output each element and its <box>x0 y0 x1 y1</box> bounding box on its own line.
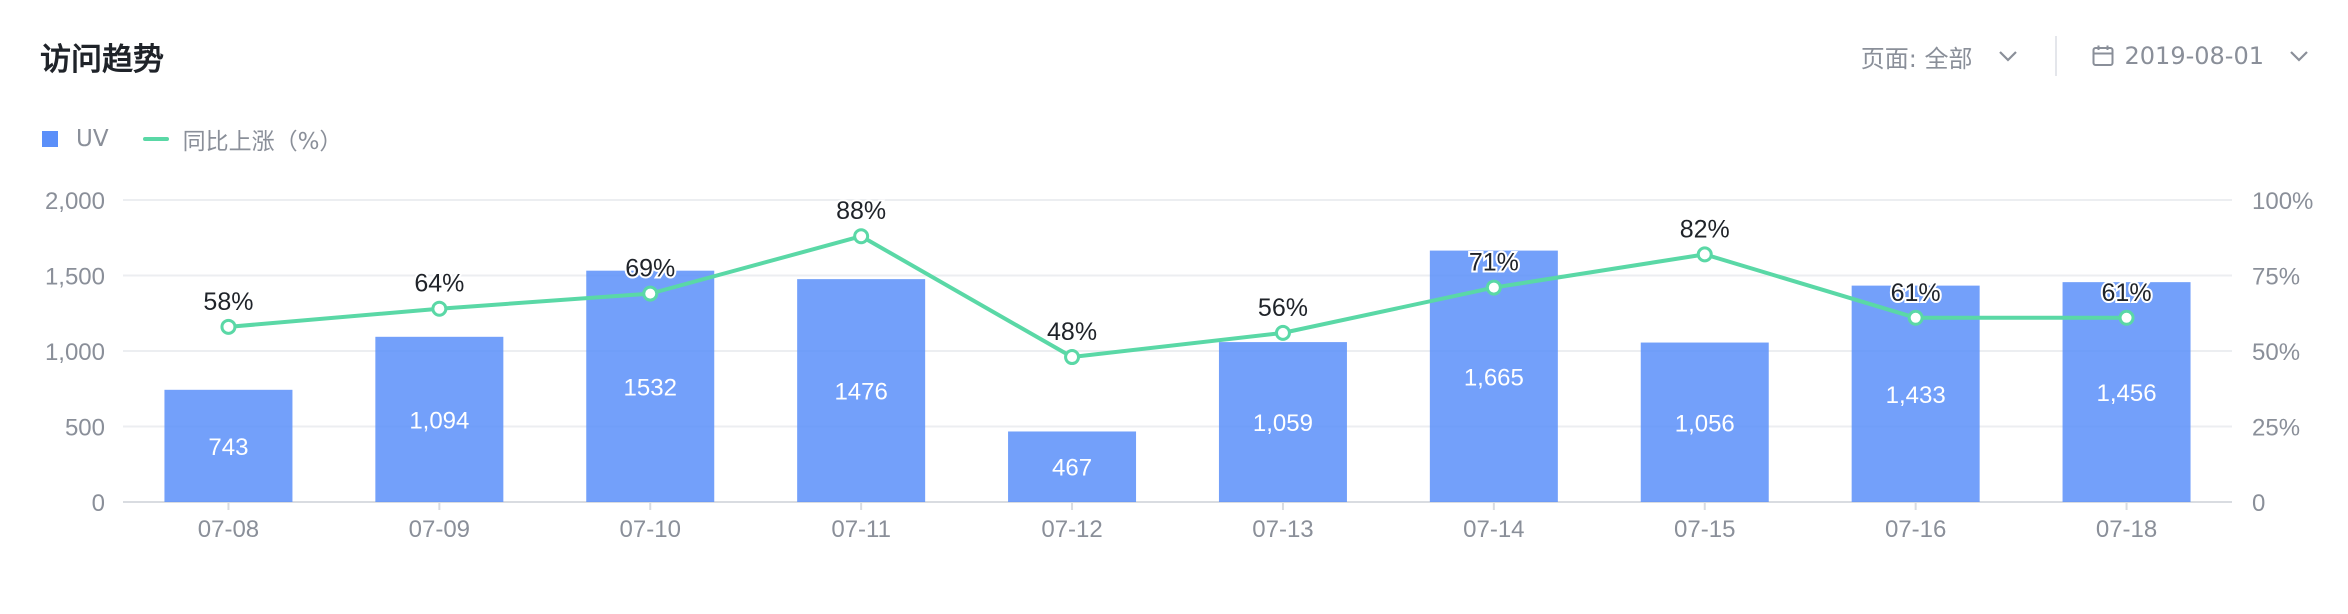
legend-item-uv[interactable]: UV <box>42 126 109 152</box>
y-right-tick-label: 25% <box>2252 415 2300 442</box>
bar-value-label: 1,665 <box>1464 364 1524 391</box>
legend-label-yoy: 同比上涨（%） <box>182 129 343 155</box>
x-tick-label: 07-10 <box>620 516 681 543</box>
legend-swatch-bar <box>42 131 58 147</box>
y-left-tick-label: 0 <box>92 490 105 517</box>
y-right-tick-label: 100% <box>2252 188 2313 215</box>
date-filter-label: 2019-08-01 <box>2124 42 2264 70</box>
y-left-tick-label: 500 <box>65 415 105 442</box>
bar-value-label: 467 <box>1052 455 1092 482</box>
line-point <box>1064 349 1081 366</box>
line-point <box>2118 309 2135 326</box>
line-value-label: 56% <box>1258 294 1308 322</box>
x-tick-label: 07-11 <box>831 516 891 543</box>
y-left-tick-label: 1,000 <box>45 339 105 366</box>
line-value-label: 82% <box>1680 215 1730 243</box>
page-filter-label: 页面: 全部 <box>1860 44 1973 73</box>
line-point <box>642 285 659 302</box>
page-filter-dropdown[interactable]: 页面: 全部 <box>1861 39 2019 74</box>
y-right-tick-label: 75% <box>2252 264 2300 291</box>
x-tick-label: 07-13 <box>1252 516 1313 543</box>
bar <box>1218 342 1347 502</box>
line-value-label: 61% <box>1891 279 1941 307</box>
line-point <box>1485 279 1502 296</box>
bar-value-label: 1476 <box>834 379 887 406</box>
legend-label-uv: UV <box>76 126 109 152</box>
bar <box>586 270 715 502</box>
line-value-label: 88% <box>836 197 886 225</box>
x-tick-label: 07-15 <box>1674 516 1735 543</box>
date-filter-dropdown[interactable]: 2019-08-01 <box>2091 42 2310 70</box>
bar-value-label: 1,456 <box>2097 380 2157 407</box>
legend-item-yoy[interactable]: 同比上涨（%） <box>142 122 343 156</box>
bar-value-label: 743 <box>208 434 248 461</box>
chevron-down-icon <box>1998 51 2017 62</box>
x-tick-label: 07-08 <box>198 516 259 543</box>
line-value-label: 61% <box>2102 279 2152 307</box>
x-tick-label: 07-14 <box>1463 516 1524 543</box>
x-tick-label: 07-12 <box>1041 516 1102 543</box>
bar <box>375 336 504 502</box>
bar-value-label: 1532 <box>624 374 677 401</box>
y-left-tick-label: 2,000 <box>45 188 105 215</box>
y-right-tick-label: 50% <box>2252 339 2300 366</box>
legend-swatch-line <box>142 137 169 141</box>
bar <box>1008 431 1137 502</box>
bar <box>797 279 926 502</box>
line-point <box>853 228 870 245</box>
line-value-label: 69% <box>625 255 675 283</box>
bar <box>164 389 293 502</box>
y-left-tick-label: 1,500 <box>45 264 105 291</box>
line-point <box>1907 309 1924 326</box>
chart-legend: UV 同比上涨（%） <box>42 122 376 156</box>
x-tick-label: 07-18 <box>2096 516 2157 543</box>
line-value-label: 58% <box>203 288 253 316</box>
chart-controls: 页面: 全部 2019-08-01 <box>1861 36 2310 76</box>
bar <box>1640 342 1769 502</box>
chart-title: 访问趋势 <box>40 42 164 78</box>
bar-value-label: 1,094 <box>409 407 469 434</box>
calendar-icon <box>2092 45 2114 66</box>
y-right-tick-label: 0 <box>2252 490 2265 517</box>
controls-divider <box>2054 36 2057 76</box>
line-series-yoy <box>228 234 2127 360</box>
chevron-down-icon <box>2290 51 2308 62</box>
line-value-label: 71% <box>1469 249 1519 277</box>
line-value-label: 64% <box>414 270 464 298</box>
bar-value-label: 1,056 <box>1675 410 1735 437</box>
line-point <box>220 318 237 335</box>
x-tick-label: 07-16 <box>1885 516 1946 543</box>
line-point <box>431 300 448 317</box>
bar-value-label: 1,433 <box>1886 382 1946 409</box>
line-point <box>1696 246 1713 263</box>
line-value-label: 48% <box>1047 318 1097 346</box>
bar-value-label: 1,059 <box>1253 410 1313 437</box>
x-tick-label: 07-09 <box>409 516 470 543</box>
line-point <box>1274 324 1291 341</box>
